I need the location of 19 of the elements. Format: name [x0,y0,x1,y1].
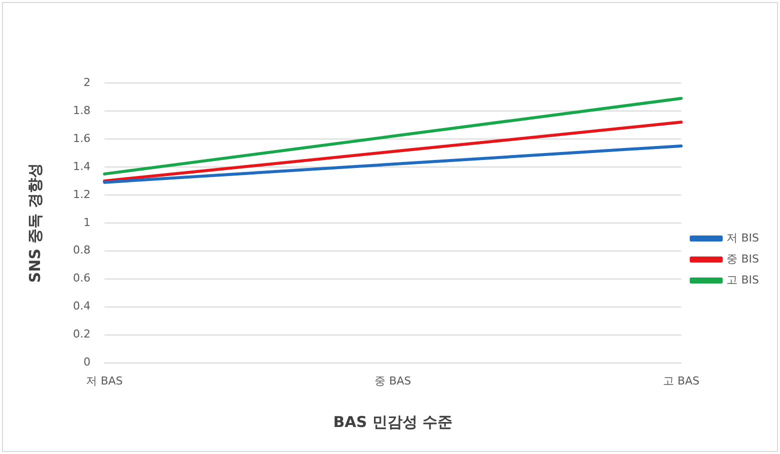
legend-label: 저 BIS [726,231,760,244]
x-tick-label: 중 BAS [374,374,412,388]
y-tick-label: 1.4 [72,160,90,173]
y-tick-label: 0 [83,356,90,369]
x-axis-title: BAS 민감성 수준 [333,412,453,431]
y-tick-label: 1 [83,216,90,229]
legend-label: 중 BIS [726,252,760,266]
x-tick-label: 저 BAS [86,374,123,388]
y-tick-label: 1.2 [72,188,90,201]
y-tick-label: 0.8 [72,244,90,257]
y-tick-label: 0.6 [72,272,90,285]
y-tick-label: 0.2 [72,328,90,341]
y-axis-title: SNS 중독 경향성 [26,163,44,283]
x-tick-label: 고 BAS [662,374,700,388]
y-tick-label: 2 [83,76,90,89]
legend-label: 고 BIS [726,273,760,286]
y-tick-label: 1.8 [72,104,90,117]
y-tick-label: 1.6 [72,132,90,145]
y-tick-label: 0.4 [72,300,90,313]
